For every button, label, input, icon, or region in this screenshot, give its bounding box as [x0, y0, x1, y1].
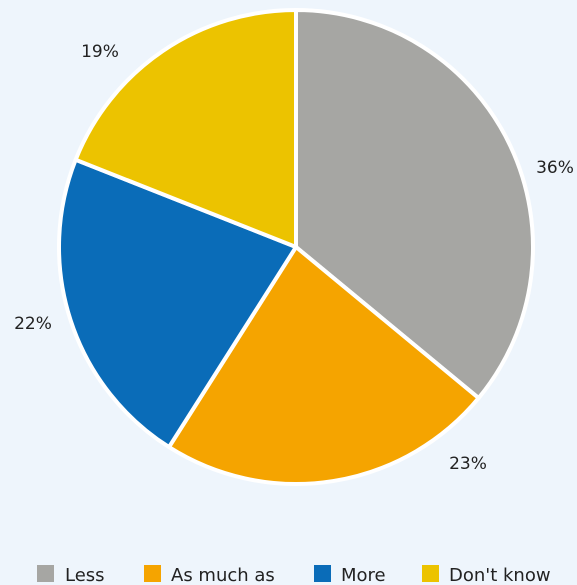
legend-swatch-dont-know	[422, 565, 439, 582]
slice-label-less: 36%	[536, 158, 574, 178]
pie-slices	[56, 8, 535, 486]
legend-label-more: More	[341, 565, 386, 585]
slice-label-dont-know: 19%	[81, 42, 119, 62]
pie-slice-more	[56, 157, 298, 450]
legend-swatch-more	[314, 565, 331, 582]
legend-swatch-as-much-as	[144, 565, 161, 582]
legend-label-less: Less	[65, 565, 105, 585]
legend-label-as-much-as: As much as	[171, 565, 275, 585]
pie-slice-less	[294, 8, 535, 401]
pie-slice-dont-know	[73, 8, 298, 249]
slice-label-as-much-as: 23%	[449, 454, 487, 474]
legend-swatch-less	[37, 565, 54, 582]
slice-label-more: 22%	[14, 314, 52, 334]
legend: Less As much as More Don't know	[37, 565, 551, 585]
pie-slice-as-much-as	[167, 245, 481, 486]
legend-label-dont-know: Don't know	[449, 565, 551, 585]
